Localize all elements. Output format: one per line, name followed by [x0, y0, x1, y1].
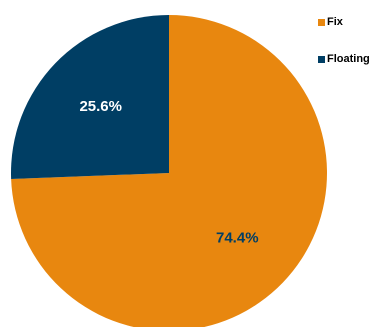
- data-label-floating: 25.6%: [79, 98, 122, 115]
- legend-item-floating: Floating: [318, 52, 370, 66]
- legend-item-fix: Fix: [318, 15, 370, 29]
- data-label-fix: 74.4%: [216, 230, 259, 247]
- legend-label-fix: Fix: [327, 16, 343, 28]
- legend: Fix Floating: [318, 15, 370, 89]
- legend-swatch-floating: [318, 55, 325, 63]
- legend-label-floating: Floating: [327, 53, 370, 65]
- pie-chart: 74.4% 25.6%: [10, 15, 327, 327]
- pie-slice-fix: [11, 15, 327, 327]
- pie-slice-floating: [10, 15, 169, 179]
- legend-swatch-fix: [318, 18, 325, 26]
